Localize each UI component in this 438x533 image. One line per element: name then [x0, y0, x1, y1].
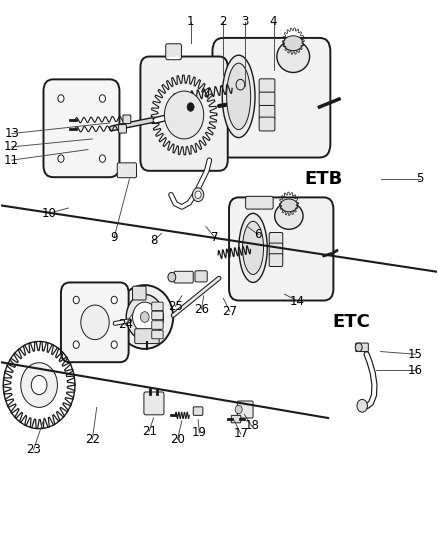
FancyBboxPatch shape: [231, 415, 241, 423]
FancyBboxPatch shape: [43, 79, 120, 177]
Text: 23: 23: [26, 443, 41, 456]
FancyBboxPatch shape: [152, 302, 163, 311]
FancyBboxPatch shape: [152, 321, 163, 329]
Text: 7: 7: [211, 231, 219, 244]
FancyBboxPatch shape: [152, 311, 163, 320]
Text: ETB: ETB: [304, 170, 343, 188]
Text: 18: 18: [244, 419, 259, 432]
Text: 24: 24: [118, 319, 133, 332]
Circle shape: [141, 312, 149, 322]
Ellipse shape: [222, 55, 255, 138]
Ellipse shape: [239, 213, 267, 282]
Circle shape: [192, 188, 204, 201]
Text: 19: 19: [192, 426, 207, 439]
FancyBboxPatch shape: [174, 271, 193, 283]
FancyBboxPatch shape: [259, 106, 275, 119]
Circle shape: [58, 95, 64, 102]
Circle shape: [99, 155, 106, 163]
Circle shape: [168, 272, 176, 282]
Text: 22: 22: [85, 433, 100, 446]
Circle shape: [357, 399, 367, 412]
Circle shape: [73, 296, 79, 304]
Circle shape: [133, 302, 157, 332]
Circle shape: [31, 375, 47, 394]
FancyBboxPatch shape: [229, 197, 333, 301]
Text: 1: 1: [187, 15, 194, 28]
FancyBboxPatch shape: [259, 92, 275, 106]
Text: 11: 11: [4, 154, 19, 167]
Text: 8: 8: [150, 235, 157, 247]
Ellipse shape: [283, 36, 303, 51]
Circle shape: [21, 363, 57, 407]
Circle shape: [236, 79, 245, 90]
Circle shape: [355, 343, 362, 352]
FancyBboxPatch shape: [212, 38, 330, 158]
Ellipse shape: [226, 63, 251, 130]
Text: 20: 20: [170, 433, 185, 446]
FancyBboxPatch shape: [133, 286, 146, 300]
Circle shape: [111, 296, 117, 304]
Circle shape: [195, 191, 201, 198]
Ellipse shape: [126, 294, 163, 340]
Ellipse shape: [243, 221, 264, 274]
FancyBboxPatch shape: [259, 79, 275, 93]
Circle shape: [164, 91, 204, 139]
Text: 3: 3: [241, 15, 249, 28]
Text: 27: 27: [223, 305, 237, 318]
Text: 9: 9: [110, 231, 118, 244]
Text: 26: 26: [194, 303, 209, 316]
FancyBboxPatch shape: [269, 232, 283, 245]
Circle shape: [235, 405, 242, 414]
Text: 14: 14: [290, 295, 305, 308]
Text: 6: 6: [254, 228, 262, 241]
FancyBboxPatch shape: [166, 44, 181, 60]
FancyBboxPatch shape: [141, 56, 228, 171]
Text: 16: 16: [408, 364, 423, 377]
FancyBboxPatch shape: [269, 243, 283, 256]
FancyBboxPatch shape: [61, 282, 129, 362]
Text: 12: 12: [4, 140, 19, 154]
FancyBboxPatch shape: [144, 392, 164, 415]
FancyBboxPatch shape: [123, 115, 131, 124]
Ellipse shape: [117, 285, 173, 349]
Ellipse shape: [277, 41, 310, 72]
Ellipse shape: [280, 199, 297, 212]
Text: 17: 17: [233, 427, 248, 440]
Text: 10: 10: [41, 207, 56, 220]
Text: 2: 2: [219, 15, 227, 28]
Ellipse shape: [81, 305, 109, 340]
FancyBboxPatch shape: [356, 343, 368, 352]
Text: ETC: ETC: [332, 313, 371, 332]
FancyBboxPatch shape: [193, 407, 203, 415]
Text: 13: 13: [4, 127, 19, 140]
FancyBboxPatch shape: [152, 330, 163, 339]
Text: 5: 5: [416, 172, 424, 185]
Circle shape: [187, 103, 194, 111]
Ellipse shape: [275, 203, 303, 229]
FancyBboxPatch shape: [135, 329, 159, 344]
FancyBboxPatch shape: [246, 196, 273, 209]
FancyBboxPatch shape: [237, 401, 253, 418]
FancyBboxPatch shape: [269, 254, 283, 266]
Circle shape: [111, 341, 117, 349]
Circle shape: [99, 95, 106, 102]
Text: 15: 15: [408, 348, 423, 361]
FancyBboxPatch shape: [195, 271, 207, 282]
Text: 25: 25: [168, 300, 183, 313]
Text: 21: 21: [141, 425, 157, 438]
Circle shape: [73, 341, 79, 349]
FancyBboxPatch shape: [259, 117, 275, 131]
Text: 4: 4: [270, 15, 277, 28]
FancyBboxPatch shape: [119, 125, 127, 133]
Circle shape: [58, 155, 64, 163]
FancyBboxPatch shape: [117, 163, 137, 177]
